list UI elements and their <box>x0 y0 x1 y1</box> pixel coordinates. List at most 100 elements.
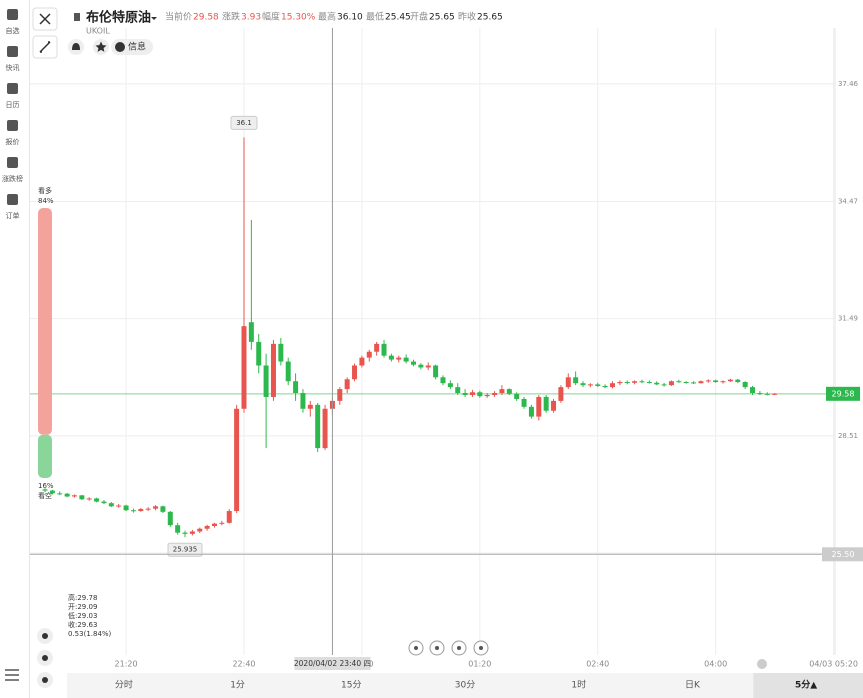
symbol-code: UKOIL <box>86 27 110 36</box>
candle-body <box>720 381 726 383</box>
sidebar-label[interactable]: 报价 <box>6 137 20 146</box>
candle-body <box>543 396 549 411</box>
short-label: 看空 <box>38 491 52 500</box>
y-tick-label: 31.49 <box>838 315 858 323</box>
candle-body <box>661 384 667 386</box>
candle-body <box>558 387 564 401</box>
crosshair-time-label: 2020/04/02 23:40 四 <box>294 659 371 668</box>
candle-body <box>750 387 756 394</box>
tab-label[interactable]: 1时 <box>571 679 586 691</box>
candle-body <box>337 389 343 401</box>
candle-body <box>256 341 262 366</box>
candle-body <box>411 361 416 365</box>
candle-body <box>492 393 498 395</box>
candle-body <box>580 383 586 386</box>
stat-label: 当前价 <box>165 11 192 23</box>
stat-value: 25.65 <box>477 13 503 23</box>
candle-body <box>285 361 291 382</box>
sidebar-label[interactable]: 快讯 <box>6 63 20 72</box>
y-tick-label: 28.51 <box>838 432 858 440</box>
close-icon <box>39 13 51 25</box>
candle-body <box>293 381 299 394</box>
chart: 当前价 29.58 涨跌 3.93 幅度 15.30% 最高 36.10 最低 25.45 开盘 25… <box>2 9 863 688</box>
candle-body <box>315 404 321 449</box>
candle-body <box>484 394 490 397</box>
sidebar-icon <box>7 46 18 57</box>
sidebar-icon <box>7 120 18 131</box>
candle-body <box>462 393 468 395</box>
candle-body <box>433 365 439 378</box>
ohlc-info: 开:29.09 <box>68 603 97 611</box>
sidebar-icon <box>7 157 18 168</box>
candle-body <box>440 377 446 384</box>
stat-label: 涨跌 <box>222 12 240 23</box>
tool-icon <box>42 633 48 639</box>
tab-label[interactable]: 15分 <box>341 680 361 691</box>
sidebar-label[interactable]: 订单 <box>6 211 20 220</box>
tab-label[interactable]: 30分 <box>455 680 475 691</box>
zoom-icon <box>414 646 418 650</box>
tool-icon <box>42 655 48 661</box>
long-percent: 84% <box>38 197 54 205</box>
dropdown-icon <box>151 17 157 20</box>
candle-body <box>42 489 48 491</box>
candle-body <box>595 384 601 386</box>
candle-body <box>86 498 92 500</box>
x-tick-label: 04:00 <box>704 660 727 669</box>
candle-body <box>138 509 144 512</box>
zoom-icon <box>479 646 483 650</box>
tool-icon <box>42 677 48 683</box>
candle-body <box>381 343 387 356</box>
stat-label: 开盘 <box>410 11 428 23</box>
candle-body <box>639 381 645 383</box>
stat-value: 25.45 <box>385 13 411 23</box>
candle-body <box>167 511 173 526</box>
candle-body <box>94 498 100 502</box>
candle-body <box>521 398 527 407</box>
x-tick-label: 02:40 <box>586 660 609 669</box>
sidebar-label[interactable]: 自选 <box>6 26 20 35</box>
draw-icon <box>39 41 51 53</box>
candle-body <box>403 357 409 362</box>
candle-body <box>204 525 210 529</box>
star-icon <box>95 41 107 52</box>
candle-body <box>668 381 674 386</box>
candle-body <box>189 531 195 534</box>
candle-body <box>130 510 136 512</box>
candle-body <box>344 379 350 390</box>
current-price-label: 29.58 <box>832 389 855 398</box>
candle-body <box>182 532 188 534</box>
min-box <box>167 542 203 557</box>
candle-body <box>352 365 358 380</box>
candle-body <box>565 377 571 388</box>
scroll-handle[interactable] <box>757 659 767 669</box>
info-icon <box>115 42 125 52</box>
candle-body <box>101 501 107 504</box>
candle-body <box>64 493 70 497</box>
sidebar-label[interactable]: 日历 <box>6 101 20 109</box>
symbol-title[interactable]: 布伦特原油 <box>86 10 151 26</box>
candle-body <box>57 493 63 495</box>
candle-body <box>79 495 85 500</box>
candle-body <box>742 382 748 388</box>
candle-body <box>425 365 431 368</box>
tab-label[interactable]: 日K <box>685 680 701 691</box>
candle-body <box>735 379 741 383</box>
candle-body <box>359 357 365 366</box>
candle-body <box>153 506 159 509</box>
tab-label[interactable]: 5分▲ <box>795 679 817 691</box>
candle-body <box>536 396 542 417</box>
long-bar <box>38 208 52 435</box>
candle-body <box>300 393 306 409</box>
crosshair-time-box <box>294 657 371 670</box>
candle-body <box>573 377 579 384</box>
candle-body <box>447 383 453 388</box>
sidebar-label[interactable]: 涨跌榜 <box>2 174 23 183</box>
tab-label[interactable]: 分时 <box>115 679 133 691</box>
candle-body <box>455 387 461 394</box>
candle-body <box>587 384 593 386</box>
candle-body <box>108 503 114 507</box>
candle-body <box>388 355 394 360</box>
candle-body <box>691 382 697 384</box>
tab-label[interactable]: 1分 <box>230 680 245 691</box>
